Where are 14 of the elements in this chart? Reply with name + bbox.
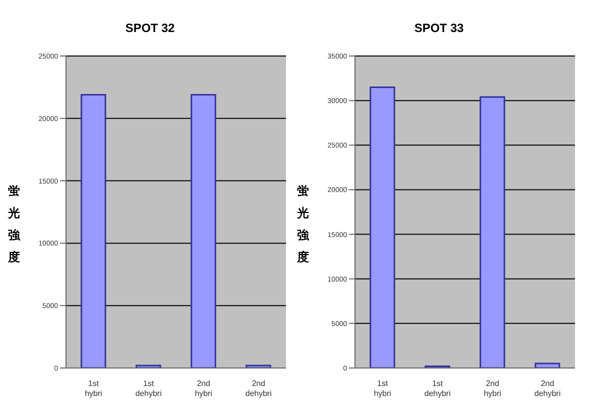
y-axis-title: 蛍光強度 xyxy=(297,183,310,266)
x-tick-label: 2nd dehybri xyxy=(534,379,561,398)
x-tick-label: 1st hybri xyxy=(374,379,392,398)
bar xyxy=(480,96,506,368)
chart-title: SPOT 32 xyxy=(124,20,176,37)
x-tick-label: 1st hybri xyxy=(84,379,102,398)
x-tick-label: 2nd hybri xyxy=(484,379,502,398)
x-tick-label: 2nd dehybri xyxy=(245,379,272,398)
y-axis-title: 蛍光強度 xyxy=(8,183,21,266)
x-tick-label: 2nd hybri xyxy=(194,379,212,398)
chart-title: SPOT 33 xyxy=(413,20,465,37)
x-tick-label: 1st dehybri xyxy=(135,379,162,398)
bar xyxy=(370,86,396,368)
x-tick-label: 1st dehybri xyxy=(424,379,451,398)
